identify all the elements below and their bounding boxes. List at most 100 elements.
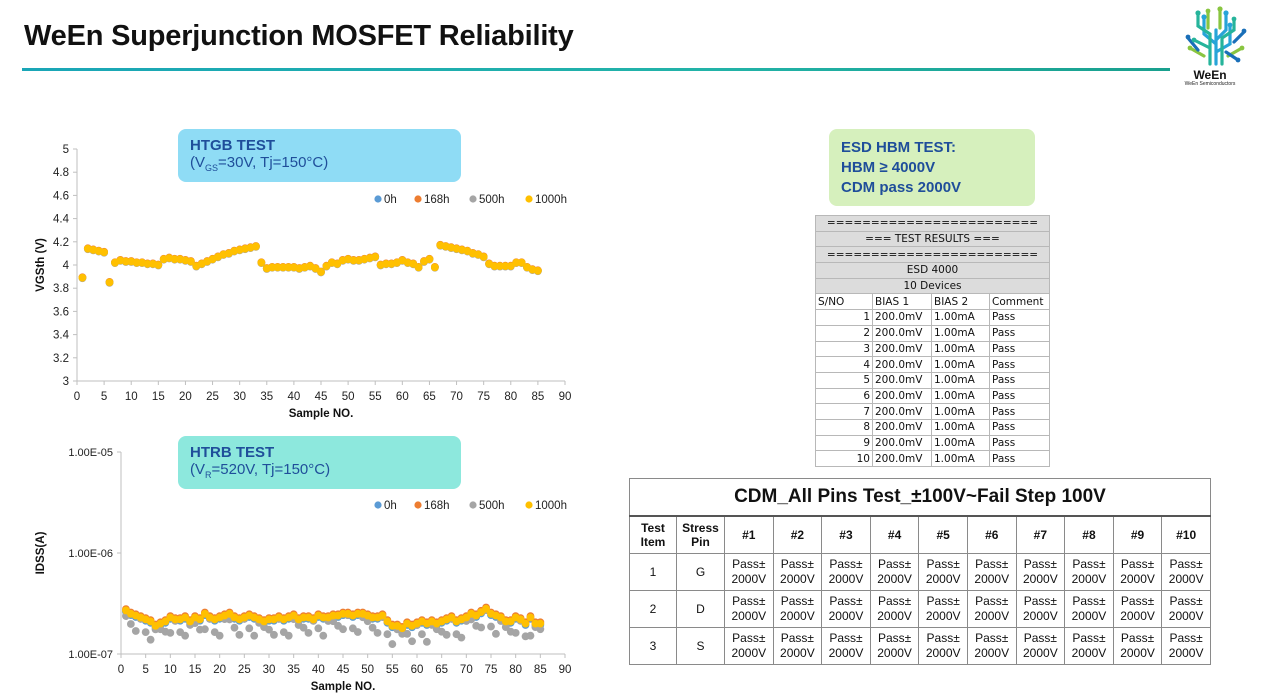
data-point — [477, 623, 486, 632]
cdm-cell-result-voltage: 2000V — [828, 646, 864, 660]
x-tick-label: 15 — [152, 391, 165, 403]
esd-cell-comment: Pass — [989, 324, 1050, 342]
data-point — [257, 258, 266, 267]
data-point — [487, 622, 495, 631]
series-1000h-points — [78, 241, 542, 287]
data-point — [422, 637, 431, 646]
page-title: WeEn Superjunction MOSFET Reliability — [24, 20, 574, 52]
htgb-cond-suffix: =30V, Tj=150°C) — [218, 154, 329, 171]
esd-result-row: 2 200.0mV 1.00mA Pass — [815, 324, 1050, 342]
data-point — [250, 631, 259, 640]
data-point — [511, 628, 520, 637]
cdm-test-table: CDM_All Pins Test_±100V~Fail Step 100V T… — [629, 478, 1211, 665]
x-tick-label: 45 — [337, 664, 350, 676]
data-point — [314, 624, 323, 633]
data-point — [265, 625, 273, 634]
data-point — [526, 631, 535, 640]
cdm-head-device: #1 — [724, 515, 774, 554]
esd-col-comment: Comment — [989, 293, 1050, 311]
cdm-head-device: #5 — [918, 515, 968, 554]
legend-marker — [374, 195, 382, 203]
x-tick-label: 75 — [485, 664, 498, 676]
cdm-cell-test-item: 2 — [629, 590, 677, 628]
esd-cell-bias2: 1.00mA — [931, 340, 990, 358]
cdm-cell-result: Pass± 2000V — [966, 590, 1017, 628]
cdm-cell-result-pass: Pass± — [877, 631, 912, 645]
cdm-cell-result: Pass± 2000V — [772, 627, 823, 665]
x-axis-title: Sample NO. — [311, 681, 376, 693]
data-point — [349, 256, 358, 265]
data-point — [526, 613, 535, 622]
cdm-cell-result-pass: Pass± — [732, 631, 766, 645]
y-tick-label: 1.00E-07 — [68, 649, 113, 661]
data-point — [181, 631, 190, 640]
esd-result-row: 4 200.0mV 1.00mA Pass — [815, 356, 1050, 373]
esd-device-count: 10 Devices — [815, 277, 1050, 295]
legend-marker — [469, 501, 477, 509]
cdm-head-device: #10 — [1161, 515, 1211, 554]
data-point — [501, 623, 510, 631]
esd-result-row: 7 200.0mV 1.00mA Pass — [815, 403, 1050, 420]
esd-cell-bias1: 200.0mV — [872, 371, 932, 389]
cdm-cell-result-pass: Pass± — [926, 557, 960, 571]
cdm-head-device: #2 — [772, 515, 823, 554]
data-point — [252, 242, 260, 251]
legend-marker — [414, 501, 422, 509]
y-tick-label: 5 — [63, 144, 69, 156]
htrb-test-callout: HTRB TEST (VR=520V, Tj=150°C) — [178, 436, 461, 489]
cdm-cell-stress-pin: D — [676, 590, 725, 628]
x-tick-label: 5 — [142, 664, 148, 676]
legend-marker — [374, 501, 382, 509]
cdm-cell-result: Pass± 2000V — [918, 553, 968, 591]
data-point — [492, 629, 500, 638]
esd-cell-bias1: 200.0mV — [872, 450, 932, 467]
esd-separator: ======================== — [815, 246, 1050, 264]
y-tick-label: 4.4 — [53, 214, 70, 226]
cdm-cell-result-voltage: 2000V — [731, 609, 767, 623]
cdm-cell-result: Pass± 2000V — [918, 627, 968, 665]
data-point — [457, 633, 466, 642]
esd-cell-comment: Pass — [989, 340, 1050, 358]
data-point — [268, 263, 277, 272]
cdm-cell-test-item: 1 — [629, 553, 677, 591]
esd-cell-bias1: 200.0mV — [872, 356, 932, 373]
htgb-scatter-chart: 33.23.43.63.844.24.44.64.850 5 10 15 20 25 30 3… — [35, 144, 571, 420]
esd-cell-bias1: 200.0mV — [872, 324, 932, 342]
y-axis-title: IDSS(A) — [35, 531, 47, 574]
legend-label: 0h — [384, 194, 397, 206]
legend-label: 500h — [479, 194, 505, 206]
data-point — [339, 625, 347, 634]
x-tick-label: 45 — [315, 391, 328, 403]
data-point — [517, 258, 526, 267]
cdm-cell-result-voltage: 2000V — [1071, 646, 1107, 660]
esd-cell-bias2: 1.00mA — [931, 434, 990, 452]
cdm-cell-result: Pass± 2000V — [772, 553, 823, 591]
cdm-result-row: 3 S Pass± 2000V Pass± 2000V Pass± 2000V Pass± 200… — [629, 627, 1211, 665]
esd-callout-line1: ESD HBM TEST: — [841, 139, 957, 156]
htgb-cond-prefix: (V — [190, 154, 205, 171]
cdm-head-stress-pin: Stress Pin — [676, 515, 725, 554]
htrb-callout-condition: (VR=520V, Tj=150°C) — [190, 461, 449, 480]
esd-result-row: 1 200.0mV 1.00mA Pass — [815, 309, 1050, 326]
esd-cell-comment: Pass — [989, 434, 1050, 452]
x-tick-label: 85 — [531, 391, 544, 403]
htrb-cond-suffix: =520V, Tj=150°C) — [211, 461, 331, 478]
esd-header-row: S/NO BIAS 1 BIAS 2 Comment — [815, 293, 1050, 311]
esd-results-table: ======================== === TEST RESULT… — [815, 215, 1050, 467]
y-tick-label: 3.8 — [53, 283, 69, 295]
cdm-cell-result-voltage: 2000V — [877, 609, 912, 623]
esd-cell-bias2: 1.00mA — [931, 450, 990, 467]
data-point — [143, 259, 152, 268]
esd-cell-sno: 3 — [815, 340, 873, 358]
data-point — [141, 628, 150, 637]
cdm-cell-result: Pass± 2000V — [1064, 553, 1114, 591]
data-point — [196, 615, 204, 624]
esd-hbm-callout: ESD HBM TEST: HBM ≥ 4000V CDM pass 2000V — [829, 129, 1035, 206]
data-point — [100, 248, 109, 257]
data-point — [442, 630, 451, 639]
cdm-cell-result-pass: Pass± — [926, 594, 960, 608]
x-tick-label: 65 — [423, 391, 436, 403]
esd-cell-sno: 1 — [815, 309, 873, 326]
cdm-cell-result-pass: Pass± — [877, 594, 912, 608]
x-tick-label: 10 — [125, 391, 138, 403]
